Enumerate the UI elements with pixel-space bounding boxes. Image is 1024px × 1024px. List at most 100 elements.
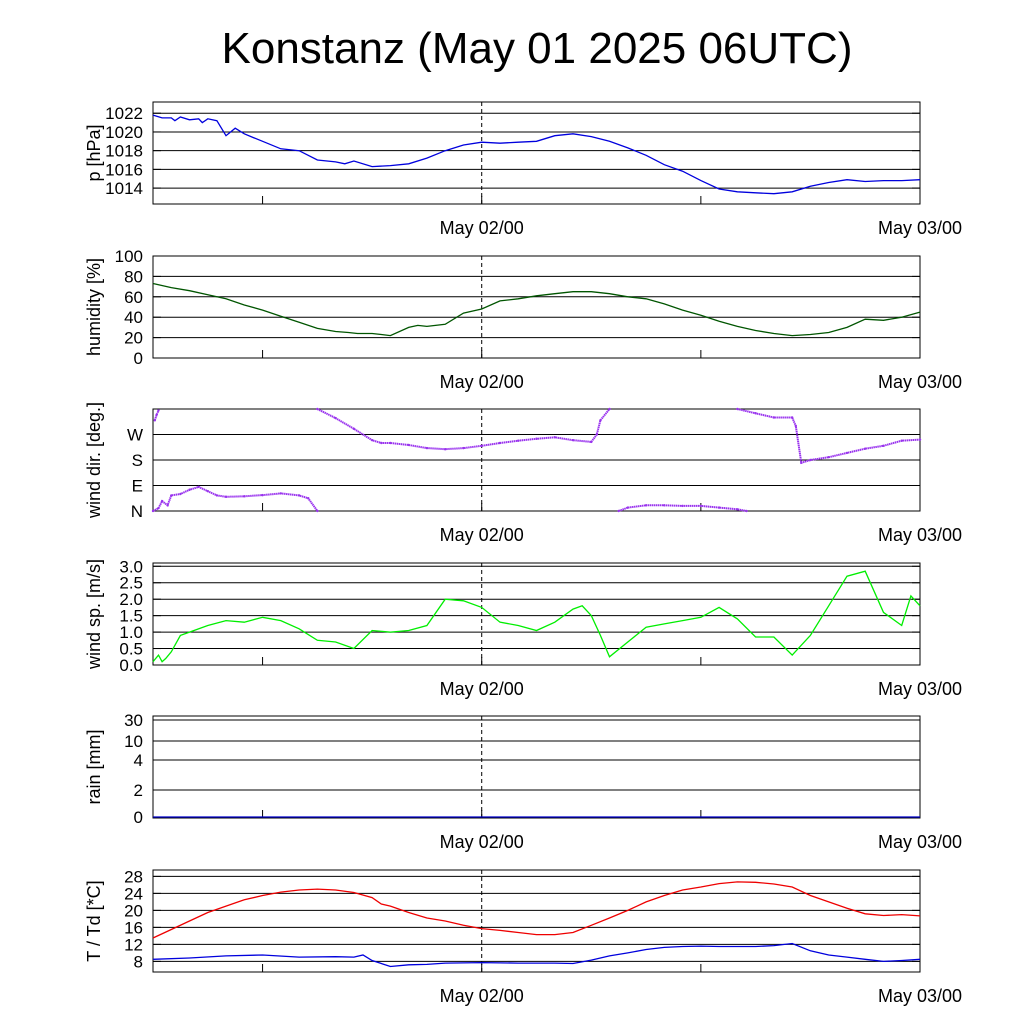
y-axis-label: wind sp. [m/s]	[84, 559, 104, 670]
x-tick-label: May 02/00	[440, 679, 524, 699]
data-point	[790, 416, 794, 419]
y-tick-label: E	[132, 477, 143, 496]
y-axis-label: p [hPa]	[84, 124, 104, 181]
data-point	[380, 441, 383, 445]
y-tick-label: 2.0	[119, 590, 143, 609]
plot-frame	[152, 562, 921, 666]
data-point	[809, 458, 812, 462]
x-tick-label: May 03/00	[878, 832, 962, 852]
data-point	[571, 438, 575, 442]
data-point	[794, 424, 798, 428]
data-point	[845, 451, 849, 455]
y-axis-label: wind dir. [deg.]	[84, 402, 104, 519]
y-tick-label: 16	[124, 918, 143, 937]
x-tick-label: May 03/00	[878, 679, 962, 699]
y-tick-label: 1018	[105, 142, 143, 161]
data-point	[717, 506, 721, 509]
wind-direction-series	[737, 408, 921, 465]
x-tick-label: May 02/00	[440, 525, 524, 545]
data-point	[370, 438, 374, 442]
y-tick-label: 28	[124, 867, 143, 886]
data-point	[307, 497, 310, 500]
data-point	[535, 437, 538, 440]
y-tick-label: 40	[124, 308, 143, 327]
data-point	[170, 494, 173, 497]
data-point	[352, 427, 356, 431]
y-axis-label: rain [mm]	[84, 729, 104, 804]
data-point	[553, 436, 556, 439]
data-point	[179, 492, 182, 496]
data-point	[160, 499, 164, 503]
y-tick-label: 1.0	[119, 623, 143, 642]
data-point	[279, 492, 283, 495]
data-point	[595, 433, 598, 436]
y-tick-label: 3.0	[119, 557, 143, 576]
data-point	[155, 413, 158, 416]
wind-direction-series	[152, 485, 319, 512]
y-tick-label: 1022	[105, 104, 143, 123]
y-tick-label: 100	[115, 247, 143, 266]
data-point	[243, 495, 246, 498]
data-point	[754, 412, 757, 415]
data-point	[316, 509, 319, 513]
data-point	[882, 444, 885, 448]
y-tick-label: N	[131, 502, 143, 521]
y-tick-label: 10	[124, 732, 143, 751]
y-tick-label: 24	[124, 884, 143, 903]
series-line	[152, 881, 921, 939]
data-point	[772, 416, 776, 419]
data-point	[663, 504, 666, 507]
data-point	[745, 509, 748, 513]
wind-direction-series	[316, 408, 611, 451]
data-point	[498, 441, 502, 445]
y-tick-label: 60	[124, 288, 143, 307]
y-tick-label: 1016	[105, 160, 143, 179]
data-point	[800, 461, 803, 465]
data-point	[261, 493, 264, 497]
x-tick-label: May 03/00	[878, 525, 962, 545]
y-tick-label: 2	[134, 781, 143, 800]
data-point	[590, 440, 593, 444]
data-point	[153, 419, 157, 422]
y-tick-label: 1020	[105, 123, 143, 142]
y-tick-label: 1014	[105, 179, 143, 198]
x-tick-label: May 02/00	[440, 218, 524, 238]
y-tick-label: 0.0	[119, 656, 143, 675]
data-point	[188, 488, 191, 491]
y-axis-label: T / Td [*C]	[84, 880, 104, 961]
plot-frame	[152, 869, 921, 973]
data-point	[166, 504, 169, 507]
panel-3: 0.00.51.01.52.02.53.0 wind sp. [m/s] May 0…	[84, 557, 962, 699]
data-point	[389, 441, 392, 445]
data-point	[626, 506, 630, 509]
y-tick-label: 0	[134, 349, 143, 368]
y-tick-label: W	[127, 426, 143, 445]
plot-frame	[152, 255, 921, 359]
y-tick-label: 0.5	[119, 640, 143, 659]
data-point	[443, 448, 447, 451]
data-point	[644, 504, 648, 507]
x-tick-label: May 03/00	[878, 372, 962, 392]
data-point	[197, 485, 200, 489]
data-point	[316, 407, 319, 411]
y-tick-label: 20	[124, 901, 143, 920]
y-tick-label: 4	[134, 751, 143, 770]
data-point	[599, 419, 602, 422]
data-point	[157, 409, 160, 412]
data-point	[215, 494, 219, 497]
series-line	[152, 570, 921, 663]
data-point	[681, 504, 684, 508]
data-point	[425, 446, 429, 450]
y-tick-label: S	[132, 451, 143, 470]
y-tick-label: 80	[124, 267, 143, 286]
y-tick-label: 12	[124, 935, 143, 954]
data-point	[736, 407, 739, 411]
data-point	[608, 407, 611, 411]
x-tick-label: May 02/00	[440, 986, 524, 1006]
y-tick-label: 0	[134, 808, 143, 827]
x-tick-label: May 02/00	[440, 372, 524, 392]
data-point	[297, 494, 301, 497]
